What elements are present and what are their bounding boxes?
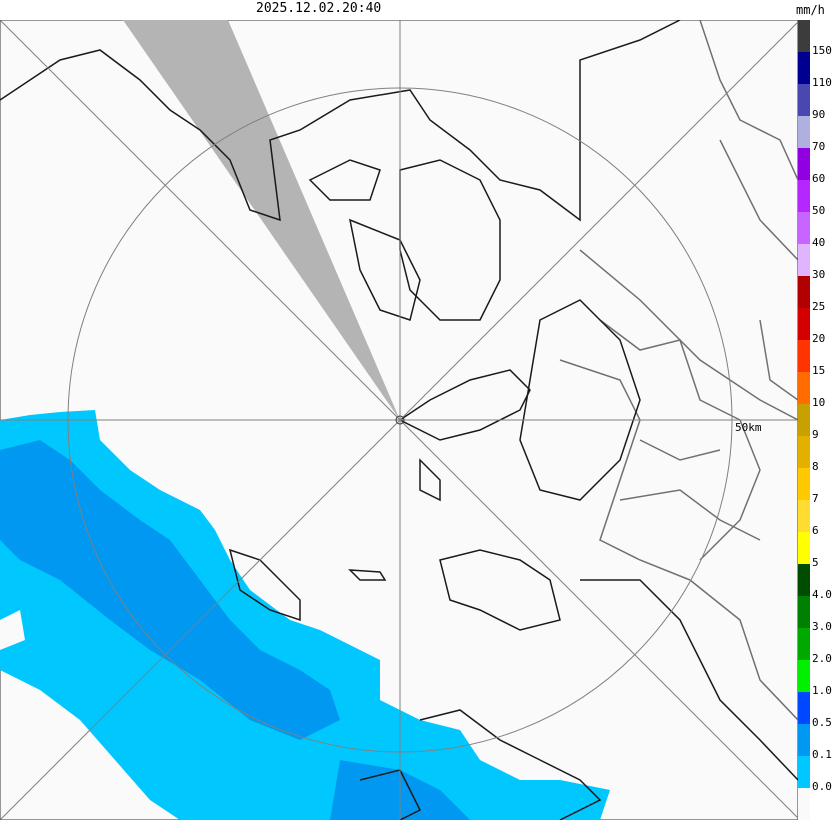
blocked-sector [123, 20, 400, 420]
legend-bin [798, 340, 810, 372]
legend-bin [798, 404, 810, 436]
legend-bin [798, 20, 810, 52]
legend-bin [798, 724, 810, 756]
legend-label: 110 [812, 76, 832, 89]
timestamp: 2025.12.02.20:40 [256, 1, 382, 16]
legend-label: 9 [812, 428, 819, 441]
legend-bin [798, 788, 810, 820]
diagonal-line-nw-se [0, 20, 798, 819]
legend-bin [798, 692, 810, 724]
district-borders [559, 20, 798, 721]
diagonal-line-sw-ne [0, 21, 798, 820]
legend-label: 90 [812, 108, 826, 121]
legend-label: 0.1 [812, 748, 832, 761]
coastlines [0, 20, 798, 820]
legend-bin [798, 308, 810, 340]
legend-bin [798, 244, 810, 276]
legend-label: 3.0 [812, 620, 832, 633]
legend-bin [798, 84, 810, 116]
legend-bin [798, 116, 810, 148]
radar-site-marker [395, 415, 405, 425]
range-overlay [0, 20, 798, 820]
legend-bin [798, 628, 810, 660]
legend-bin [798, 148, 810, 180]
legend-label: 40 [812, 236, 826, 249]
legend-label: 25 [812, 300, 826, 313]
legend-label: 2.0 [812, 652, 832, 665]
legend-label: 20 [812, 332, 826, 345]
legend-bin [798, 372, 810, 404]
legend-label: 0.0 [812, 780, 832, 793]
legend-label: 1.0 [812, 684, 832, 697]
legend-bin [798, 660, 810, 692]
legend-bin [798, 52, 810, 84]
legend-label: 30 [812, 268, 826, 281]
radar-map[interactable] [0, 20, 798, 820]
legend-label: 150 [812, 44, 832, 57]
legend-bin [798, 468, 810, 500]
legend-bin [798, 596, 810, 628]
legend-label: 6 [812, 524, 819, 537]
unit-label: mm/h [796, 3, 825, 17]
legend-label: 50 [812, 204, 826, 217]
legend-label: 4.0 [812, 588, 832, 601]
legend-label: 10 [812, 396, 826, 409]
legend-label: 0.5 [812, 716, 832, 729]
legend-label: 5 [812, 556, 819, 569]
range-ring-label: 50km [735, 421, 762, 434]
legend-bin [798, 500, 810, 532]
legend-bin [798, 564, 810, 596]
legend-bin [798, 532, 810, 564]
legend-label: 7 [812, 492, 819, 505]
legend-bin [798, 756, 810, 788]
legend-bin [798, 180, 810, 212]
legend-label: 70 [812, 140, 826, 153]
legend-bin [798, 212, 810, 244]
legend-label: 15 [812, 364, 826, 377]
legend-bin [798, 276, 810, 308]
legend-label: 8 [812, 460, 819, 473]
color-legend [798, 20, 810, 820]
legend-label: 60 [812, 172, 826, 185]
legend-bin [798, 436, 810, 468]
